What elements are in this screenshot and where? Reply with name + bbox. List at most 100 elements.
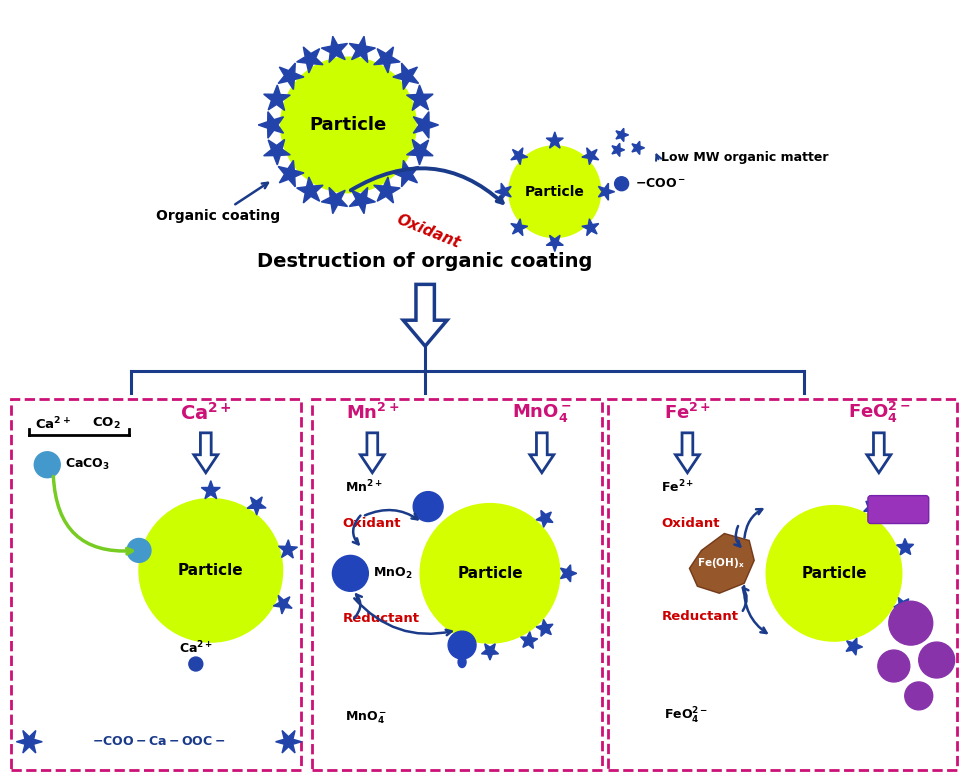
Polygon shape <box>259 111 284 138</box>
Circle shape <box>421 503 560 643</box>
Polygon shape <box>407 139 433 165</box>
Polygon shape <box>582 148 599 164</box>
Polygon shape <box>374 177 400 203</box>
Polygon shape <box>495 183 512 200</box>
Text: $\mathbf{Mn^{2+}}$: $\mathbf{Mn^{2+}}$ <box>346 403 399 423</box>
Text: Oxidant: Oxidant <box>342 517 401 530</box>
Circle shape <box>919 642 954 678</box>
FancyBboxPatch shape <box>868 495 928 523</box>
Polygon shape <box>511 148 528 164</box>
Circle shape <box>332 555 368 591</box>
Polygon shape <box>407 85 433 111</box>
Circle shape <box>766 506 902 641</box>
Circle shape <box>614 177 629 191</box>
Polygon shape <box>482 643 498 660</box>
Polygon shape <box>194 433 218 473</box>
Polygon shape <box>689 534 754 594</box>
Text: Reductant: Reductant <box>662 610 738 622</box>
Circle shape <box>127 538 151 562</box>
Circle shape <box>413 492 443 521</box>
Text: Destruction of organic coating: Destruction of organic coating <box>258 252 593 271</box>
Text: $\mathbf{CaCO_3}$: $\mathbf{CaCO_3}$ <box>65 457 110 472</box>
Text: Oxidant: Oxidant <box>662 517 720 530</box>
Circle shape <box>189 657 203 671</box>
Bar <box>608 399 956 770</box>
Polygon shape <box>616 129 629 142</box>
Polygon shape <box>322 188 348 213</box>
Text: $\mathbf{Fe^{2+}}$: $\mathbf{Fe^{2+}}$ <box>662 478 695 495</box>
Polygon shape <box>560 565 577 582</box>
Polygon shape <box>582 219 599 235</box>
Text: Particle: Particle <box>525 185 584 199</box>
Text: $\mathbf{FeO_4^{2-}}$: $\mathbf{FeO_4^{2-}}$ <box>848 400 910 425</box>
Polygon shape <box>264 85 291 111</box>
Polygon shape <box>547 235 563 252</box>
Polygon shape <box>846 638 862 655</box>
Text: $\mathbf{Ca^{2+}}$: $\mathbf{Ca^{2+}}$ <box>35 415 71 432</box>
Text: $\mathbf{FeO_4^{2-}}$: $\mathbf{FeO_4^{2-}}$ <box>665 706 708 726</box>
Polygon shape <box>632 141 644 154</box>
Circle shape <box>139 499 283 642</box>
Polygon shape <box>349 188 375 213</box>
Polygon shape <box>278 540 297 558</box>
Text: Oxidant: Oxidant <box>394 212 462 251</box>
Polygon shape <box>536 619 553 636</box>
Polygon shape <box>360 433 385 473</box>
Text: $\mathbf{MnO_4^-}$: $\mathbf{MnO_4^-}$ <box>345 710 388 726</box>
Polygon shape <box>322 37 348 62</box>
Bar <box>12 399 300 770</box>
Polygon shape <box>278 160 304 187</box>
Circle shape <box>281 57 417 192</box>
Polygon shape <box>264 139 291 165</box>
Polygon shape <box>530 433 554 473</box>
Text: Organic coating: Organic coating <box>156 183 280 223</box>
Text: Reductant: Reductant <box>342 612 420 625</box>
Text: $\mathbf{MnO_4^-}$: $\mathbf{MnO_4^-}$ <box>512 402 572 424</box>
Polygon shape <box>612 143 625 157</box>
Polygon shape <box>520 632 538 648</box>
Text: $\mathbf{CO_2}$: $\mathbf{CO_2}$ <box>92 416 120 432</box>
Text: $\mathbf{Ca^{2+}}$: $\mathbf{Ca^{2+}}$ <box>179 640 213 657</box>
Text: Particle: Particle <box>178 563 243 578</box>
Polygon shape <box>16 731 43 753</box>
Circle shape <box>889 601 933 645</box>
Polygon shape <box>278 63 304 90</box>
Text: $\mathbf{Fe^{2+}}$: $\mathbf{Fe^{2+}}$ <box>664 403 711 423</box>
Polygon shape <box>349 37 375 62</box>
Polygon shape <box>275 731 301 753</box>
Circle shape <box>878 650 910 682</box>
Text: $\mathbf{-COO^-}$: $\mathbf{-COO^-}$ <box>635 178 686 190</box>
Text: $\mathbf{Fe(OH)_x}$: $\mathbf{Fe(OH)_x}$ <box>698 556 745 570</box>
Polygon shape <box>392 63 419 90</box>
Polygon shape <box>675 433 700 473</box>
Polygon shape <box>273 595 292 614</box>
Text: $\mathbf{MnO_2}$: $\mathbf{MnO_2}$ <box>373 566 413 581</box>
Polygon shape <box>297 47 323 73</box>
Text: $\mathbf{-COO-Ca-OOC-}$: $\mathbf{-COO-Ca-OOC-}$ <box>92 735 226 749</box>
Polygon shape <box>247 497 266 515</box>
Bar <box>312 399 602 770</box>
Circle shape <box>905 682 933 710</box>
Circle shape <box>34 452 60 478</box>
Polygon shape <box>374 47 400 73</box>
Polygon shape <box>896 538 914 555</box>
Circle shape <box>448 631 476 659</box>
Text: Particle: Particle <box>801 566 867 581</box>
Polygon shape <box>863 500 881 516</box>
Circle shape <box>509 146 601 238</box>
Text: $\mathbf{Ca^{2+}}$: $\mathbf{Ca^{2+}}$ <box>180 402 232 424</box>
Polygon shape <box>893 597 911 615</box>
Polygon shape <box>414 111 439 138</box>
Polygon shape <box>297 177 323 203</box>
Polygon shape <box>547 132 563 148</box>
Text: Particle: Particle <box>457 566 523 581</box>
Polygon shape <box>511 219 528 235</box>
Polygon shape <box>392 160 419 187</box>
Polygon shape <box>202 481 220 499</box>
Text: Particle: Particle <box>310 116 387 134</box>
Polygon shape <box>599 183 614 200</box>
Text: $\mathbf{Mn^{2+}}$: $\mathbf{Mn^{2+}}$ <box>345 478 383 495</box>
Polygon shape <box>867 433 891 473</box>
Polygon shape <box>536 510 553 527</box>
Polygon shape <box>403 284 447 346</box>
